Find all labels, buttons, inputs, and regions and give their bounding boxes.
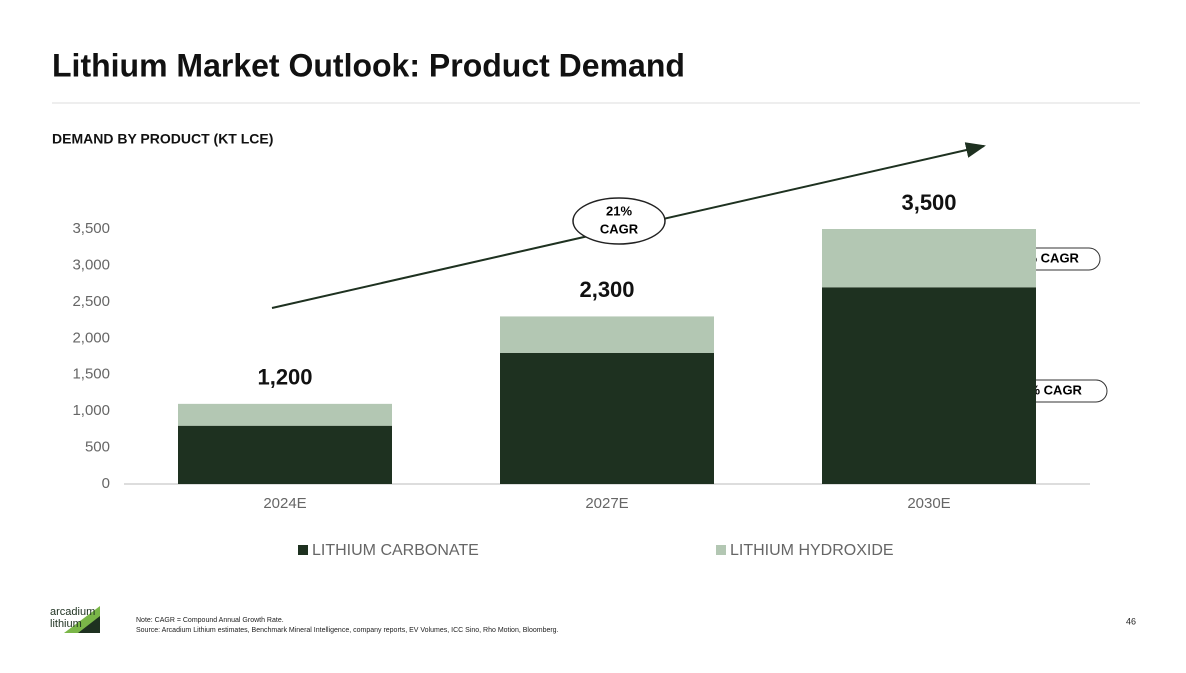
y-tick-label: 3,500 (72, 220, 110, 237)
y-tick-label: 2,500 (72, 293, 110, 310)
x-tick-label: 2030E (907, 495, 950, 512)
legend-label: LITHIUM HYDROXIDE (730, 542, 894, 559)
y-tick-label: 3,000 (72, 256, 110, 273)
slide-title: Lithium Market Outlook: Product Demand (52, 47, 685, 83)
logo-mark (78, 616, 100, 633)
footnote: Source: Arcadium Lithium estimates, Benc… (136, 627, 559, 634)
bar-segment (500, 316, 714, 353)
cagr-line: 21% (606, 203, 632, 218)
bar-segment (178, 425, 392, 484)
footnote: Note: CAGR = Compound Annual Growth Rate… (136, 617, 284, 624)
y-tick-label: 0 (102, 475, 110, 492)
x-tick-label: 2027E (585, 495, 628, 512)
x-tick-label: 2024E (263, 495, 306, 512)
total-label: 1,200 (257, 365, 312, 390)
bar-segment (822, 287, 1036, 484)
y-tick-label: 1,000 (72, 402, 110, 419)
y-tick-label: 1,500 (72, 366, 110, 383)
bar-segment (822, 229, 1036, 288)
logo-text: lithium (50, 618, 82, 630)
y-tick-label: 500 (85, 439, 110, 456)
bar-segment (500, 352, 714, 484)
bar-segment (178, 403, 392, 426)
legend-swatch (716, 545, 726, 555)
total-label: 3,500 (901, 190, 956, 215)
logo-text: arcadium (50, 606, 95, 618)
cagr-oval (572, 197, 666, 245)
legend-label: LITHIUM CARBONATE (312, 542, 479, 559)
page-number: 46 (1126, 616, 1136, 626)
chart-title: DEMAND BY PRODUCT (KT LCE) (52, 131, 273, 147)
total-label: 2,300 (579, 277, 634, 302)
y-tick-label: 2,000 (72, 329, 110, 346)
legend-swatch (298, 545, 308, 555)
cagr-line: CAGR (600, 221, 639, 236)
